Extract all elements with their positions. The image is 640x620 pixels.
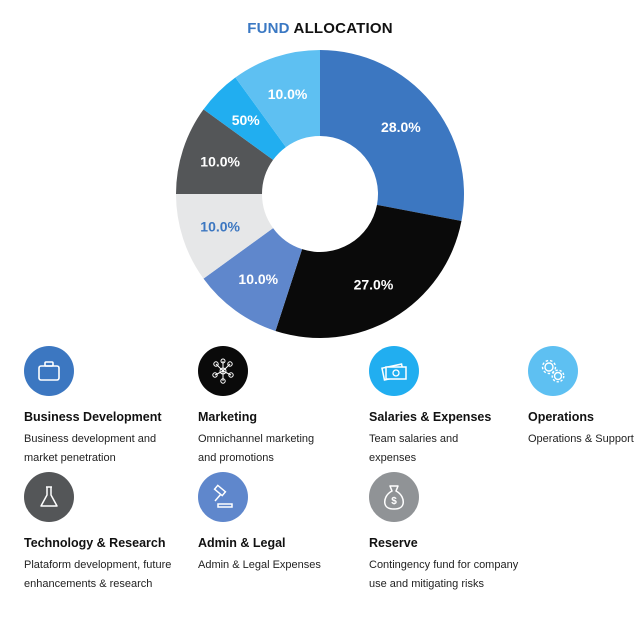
money-icon [369, 346, 419, 396]
legend-desc-line: Operations & Support [528, 433, 634, 445]
legend-desc-line: expenses [369, 452, 417, 464]
slice-label: 28.0% [381, 119, 421, 135]
legend-desc-line: enhancements & research [24, 578, 153, 590]
legend-desc-line: Omnichannel marketing [198, 433, 315, 445]
legend-name: Business Development [24, 410, 162, 424]
legend-desc-line: Team salaries and [369, 433, 459, 445]
title-accent: FUND [247, 20, 290, 37]
legend-desc-line: use and mitigating risks [369, 578, 484, 590]
legend-desc: Contingency fund for company use and mit… [369, 556, 534, 594]
legend-desc-line: Contingency fund for company [369, 559, 519, 571]
legend-name: Operations [528, 410, 594, 424]
donut-slice [235, 50, 320, 148]
legend-reserve: $ Reserve Contingency fund for company u… [369, 472, 534, 594]
donut-slice [275, 204, 462, 339]
legend-name: Admin & Legal [198, 536, 286, 550]
legend-marketing: Marketing Omnichannel marketing and prom… [198, 346, 363, 468]
legend-admin-legal: Admin & Legal Admin & Legal Expenses [198, 472, 363, 575]
gavel-icon [198, 472, 248, 522]
legend-name: Marketing [198, 410, 258, 424]
svg-text:$: $ [391, 496, 397, 507]
legend-desc-line: and promotions [198, 452, 274, 464]
donut-slice [203, 77, 286, 160]
legend-desc-line: market penetration [24, 452, 116, 464]
gears-icon [528, 346, 578, 396]
legend-name: Technology & Research [24, 536, 166, 550]
donut-slice [176, 109, 274, 194]
legend-desc: Business development and market penetrat… [24, 430, 189, 468]
donut-slice [203, 228, 303, 331]
legend-salaries-expenses: Salaries & Expenses Team salaries and ex… [369, 346, 534, 468]
legend-desc: Admin & Legal Expenses [198, 556, 363, 575]
legend-name: Reserve [369, 536, 418, 550]
chart-title: FUND ALLOCATION [0, 20, 640, 37]
flask-icon [24, 472, 74, 522]
title-rest: ALLOCATION [293, 20, 393, 37]
legend-desc: Omnichannel marketing and promotions [198, 430, 363, 468]
money-bag-icon: $ [369, 472, 419, 522]
donut-slice [320, 50, 464, 221]
legend-desc: Operations & Support [528, 430, 638, 449]
slice-label: 10.0% [200, 218, 240, 234]
donut-slice [176, 194, 274, 279]
slice-label: 10.0% [200, 154, 240, 170]
slice-label: 10.0% [238, 271, 278, 287]
donut-chart: 28.0% 27.0% 10.0% 10.0% 10.0% 50% 10.0% [176, 50, 464, 339]
slice-label: 10.0% [268, 86, 308, 102]
legend-desc: Plataform development, future enhancemen… [24, 556, 189, 594]
network-icon [198, 346, 248, 396]
legend-business-development: Business Development Business developmen… [24, 346, 189, 468]
legend-desc-line: Business development and [24, 433, 157, 445]
legend-technology-research: Technology & Research Plataform developm… [24, 472, 189, 594]
legend-desc: Team salaries and expenses [369, 430, 534, 468]
briefcase-icon [24, 346, 74, 396]
slice-label: 27.0% [354, 276, 394, 292]
legend-operations: Operations Operations & Support [528, 346, 638, 449]
legend-name: Salaries & Expenses [369, 410, 492, 424]
legend-desc-line: Plataform development, future [24, 559, 172, 571]
legend-desc-line: Admin & Legal Expenses [198, 559, 321, 571]
slice-label: 50% [232, 112, 261, 128]
